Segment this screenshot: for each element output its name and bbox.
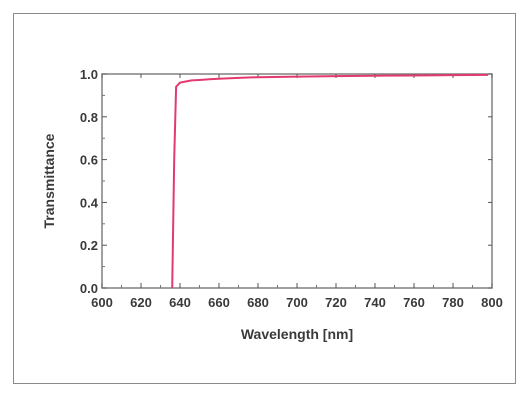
y-tick-label: 0.4 — [80, 195, 99, 210]
transmittance-chart: 600 620 640 660 680 700 720 740 760 780 800 0.0 0.2 0… — [41, 67, 503, 342]
x-tick-label: 620 — [130, 295, 152, 310]
x-tick-label: 660 — [208, 295, 230, 310]
x-tick-label: 740 — [364, 295, 386, 310]
y-tick-label: 0.8 — [80, 110, 98, 125]
chart-frame: 600 620 640 660 680 700 720 740 760 780 800 0.0 0.2 0… — [13, 13, 516, 384]
y-axis-title: Transmittance — [41, 133, 57, 228]
x-tick-label: 700 — [286, 295, 308, 310]
series-line — [171, 73, 489, 289]
series-group — [171, 73, 489, 289]
y-tick-label: 0.2 — [80, 238, 98, 253]
plot-border — [101, 73, 493, 289]
y-tick-label: 0.0 — [80, 281, 98, 296]
plot-area — [101, 73, 493, 289]
tick-labels: 600 620 640 660 680 700 720 740 760 780 800 0.0 0.2 0… — [80, 67, 503, 310]
x-tick-label: 800 — [481, 295, 503, 310]
y-tick-label: 1.0 — [80, 67, 98, 82]
x-tick-label: 600 — [91, 295, 113, 310]
x-tick-label: 640 — [169, 295, 191, 310]
x-tick-label: 720 — [325, 295, 347, 310]
x-tick-label: 780 — [442, 295, 464, 310]
x-tick-label: 760 — [403, 295, 425, 310]
y-tick-label: 0.6 — [80, 153, 98, 168]
x-axis-title: Wavelength [nm] — [241, 326, 353, 342]
x-tick-label: 680 — [247, 295, 269, 310]
